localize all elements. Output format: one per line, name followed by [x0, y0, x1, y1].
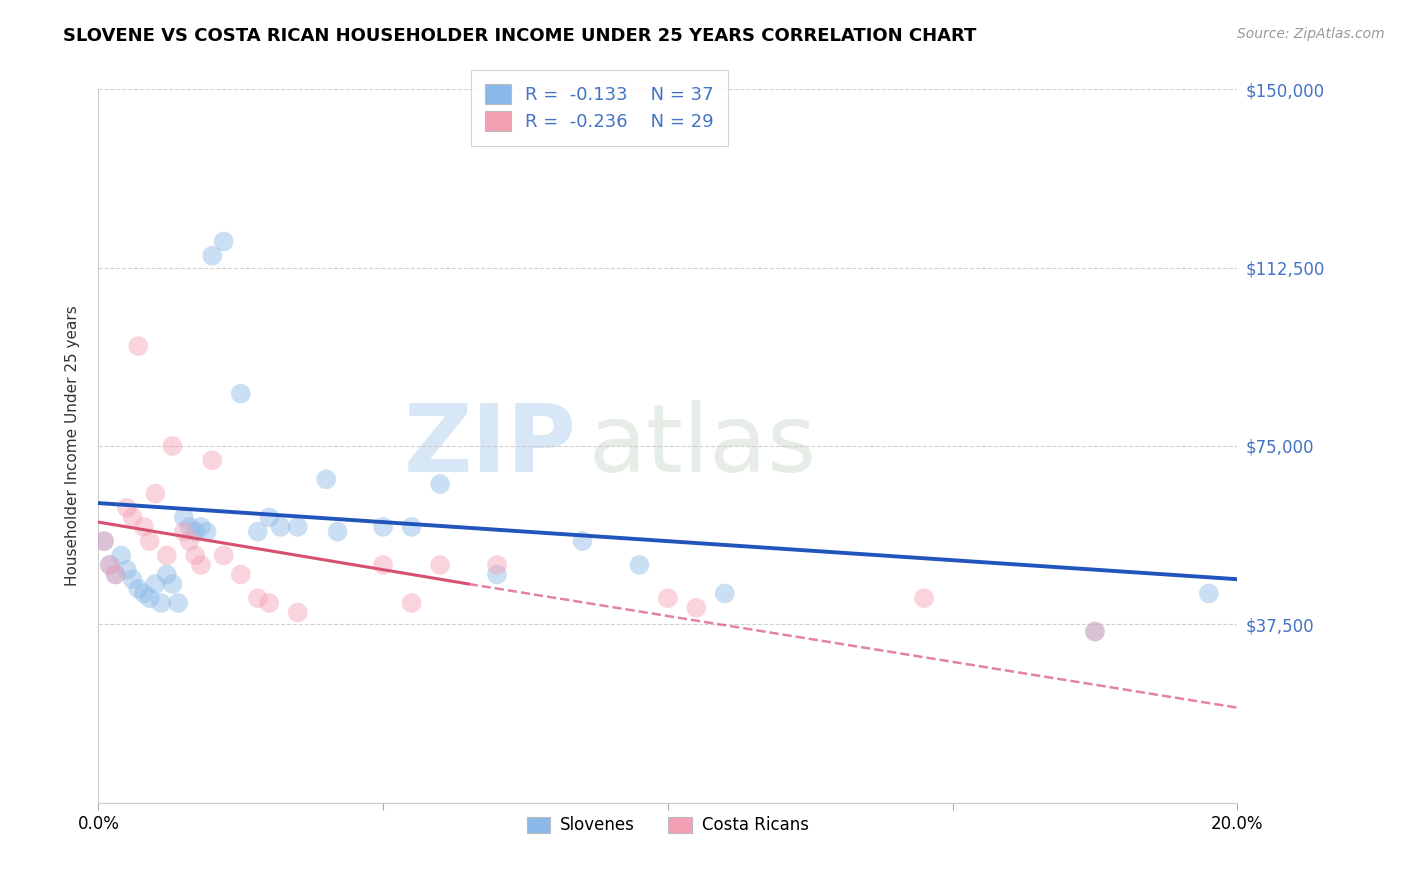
Text: ZIP: ZIP [404, 400, 576, 492]
Point [373, 520, 395, 534]
Point [201, 453, 224, 467]
Point [246, 524, 269, 539]
Point [401, 596, 423, 610]
Point [201, 249, 224, 263]
Text: SLOVENE VS COSTA RICAN HOUSEHOLDER INCOME UNDER 25 YEARS CORRELATION CHART: SLOVENE VS COSTA RICAN HOUSEHOLDER INCOM… [63, 27, 977, 45]
Point [179, 534, 201, 549]
Point [246, 591, 269, 606]
Point [657, 591, 679, 606]
Point [132, 586, 155, 600]
Point [104, 567, 127, 582]
Point [229, 386, 252, 401]
Point [429, 558, 451, 572]
Point [138, 534, 160, 549]
Point [628, 558, 651, 572]
Point [190, 520, 212, 534]
Point [401, 520, 423, 534]
Point [184, 549, 207, 563]
Point [1084, 624, 1107, 639]
Point [287, 520, 309, 534]
Point [270, 520, 292, 534]
Point [132, 520, 155, 534]
Point [138, 591, 160, 606]
Point [486, 558, 509, 572]
Point [184, 524, 207, 539]
Point [110, 549, 132, 563]
Point [212, 549, 235, 563]
Point [173, 524, 195, 539]
Point [150, 596, 173, 610]
Point [195, 524, 218, 539]
Point [259, 596, 281, 610]
Point [714, 586, 737, 600]
Point [229, 567, 252, 582]
Point [326, 524, 349, 539]
Point [121, 510, 143, 524]
Point [145, 577, 167, 591]
Point [127, 582, 149, 596]
Point [156, 567, 179, 582]
Point [145, 486, 167, 500]
Point [127, 339, 149, 353]
Point [486, 567, 509, 582]
Point [1084, 624, 1107, 639]
Point [93, 534, 115, 549]
Point [190, 558, 212, 572]
Point [912, 591, 935, 606]
Point [162, 439, 184, 453]
Point [287, 606, 309, 620]
Point [167, 596, 190, 610]
Point [173, 510, 195, 524]
Point [121, 572, 143, 586]
Legend: Slovenes, Costa Ricans: Slovenes, Costa Ricans [517, 806, 818, 845]
Point [373, 558, 395, 572]
Point [98, 558, 121, 572]
Point [212, 235, 235, 249]
Point [115, 563, 138, 577]
Text: Source: ZipAtlas.com: Source: ZipAtlas.com [1237, 27, 1385, 41]
Point [571, 534, 593, 549]
Point [98, 558, 121, 572]
Point [179, 520, 201, 534]
Point [115, 500, 138, 515]
Point [93, 534, 115, 549]
Y-axis label: Householder Income Under 25 years: Householder Income Under 25 years [65, 306, 80, 586]
Point [315, 472, 337, 486]
Text: atlas: atlas [588, 400, 817, 492]
Point [685, 600, 707, 615]
Point [104, 567, 127, 582]
Point [156, 549, 179, 563]
Point [162, 577, 184, 591]
Point [259, 510, 281, 524]
Point [429, 477, 451, 491]
Point [1198, 586, 1220, 600]
